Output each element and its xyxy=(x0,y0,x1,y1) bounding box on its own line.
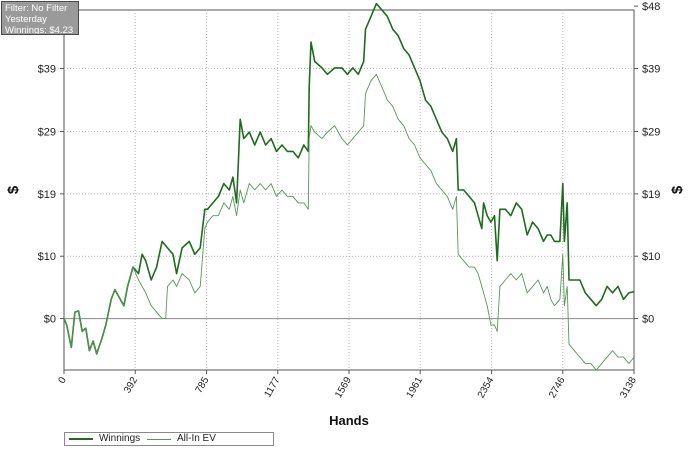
x-tick-label: 1961 xyxy=(404,375,425,400)
chart-legend: Winnings All-In EV xyxy=(64,432,274,446)
y-tick-label-left: $39 xyxy=(38,64,56,76)
x-tick-label: 3138 xyxy=(618,375,639,400)
y-axis-title-right: $ xyxy=(669,185,686,194)
series-lines xyxy=(63,2,635,371)
x-tick-label: 1569 xyxy=(333,375,354,400)
y-tick-label-left: $0 xyxy=(44,314,56,326)
x-axis: 0 392 785 1177 1569 1961 2354 2746 3138 xyxy=(57,370,639,400)
x-tick-label: 0 xyxy=(57,375,70,386)
legend-label-allin-ev: All-In EV xyxy=(177,433,216,444)
y-tick-label-right: $0 xyxy=(642,314,654,326)
x-tick-label: 2746 xyxy=(547,375,568,400)
y-tick-label-right: $48 xyxy=(642,1,660,13)
y-tick-label-right: $10 xyxy=(642,251,660,263)
y-tick-label-left: $29 xyxy=(38,127,56,139)
x-tick-label: 2354 xyxy=(476,375,497,400)
y-tick-label-right: $39 xyxy=(642,64,660,76)
filter-label: Filter: No Filter xyxy=(5,3,68,14)
y-tick-label-left: $19 xyxy=(38,189,56,201)
filter-info-box: Filter: No Filter Yesterday Winnings: $4… xyxy=(1,1,79,35)
legend-swatch-winnings xyxy=(69,438,93,440)
legend-swatch-allin-ev xyxy=(147,439,171,440)
y-axis-right: $0 $10 $19 $29 $39 $48 xyxy=(634,1,660,326)
winnings-label: Winnings: $4.23 xyxy=(5,25,74,35)
series-line-winnings xyxy=(63,2,635,355)
y-axis-left: $0$10$19$29$39$48 xyxy=(38,1,64,326)
y-tick-label-right: $29 xyxy=(642,127,660,139)
x-axis-title: Hands xyxy=(329,413,369,428)
legend-label-winnings: Winnings xyxy=(99,433,141,444)
y-axis-title-left: $ xyxy=(5,185,22,194)
period-label: Yesterday xyxy=(5,14,47,25)
series-line-all-in-ev xyxy=(63,73,635,371)
x-tick-label: 1177 xyxy=(262,375,282,400)
y-tick-label-left: $10 xyxy=(38,251,56,263)
grid-lines xyxy=(64,10,634,370)
y-tick-label-right: $19 xyxy=(642,189,660,201)
x-tick-label: 785 xyxy=(194,375,212,395)
x-tick-label: 392 xyxy=(122,375,140,395)
